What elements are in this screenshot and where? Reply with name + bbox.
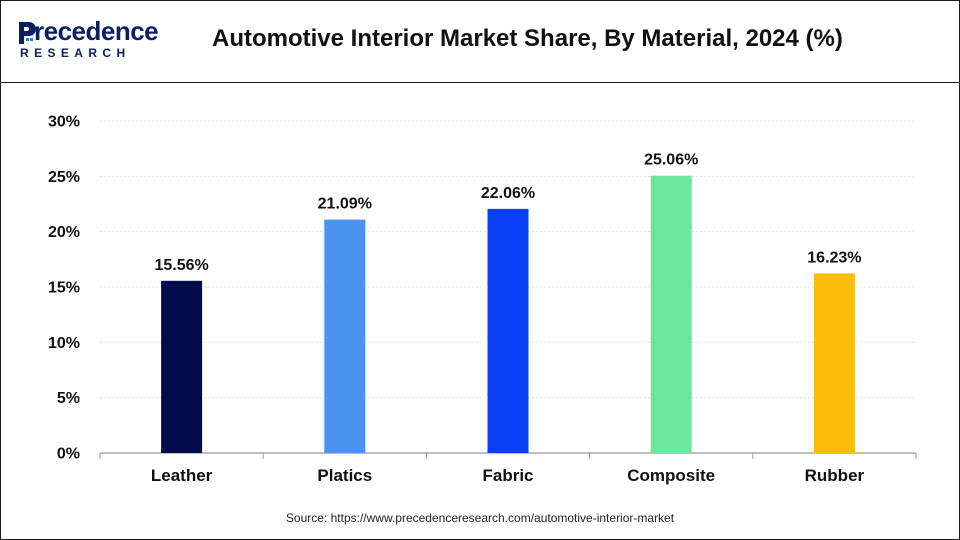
y-tick-label: 0% [57,446,80,463]
source-note: Source: https://www.precedenceresearch.c… [285,511,675,525]
bar-platics [324,219,366,453]
bar-composite [650,175,692,453]
bar-leather [161,280,203,453]
logo-p-icon [19,22,36,44]
chart-title: Automotive Interior Market Share, By Mat… [212,25,843,52]
bar-fabric [487,208,529,453]
y-tick-label: 10% [48,335,80,352]
y-axis-ticks: 0% 5% 10% 15% 20% 25% 30% [48,114,80,463]
x-tick-label: Composite [627,466,715,485]
y-tick-label: 25% [48,169,80,186]
y-tick-label: 30% [48,114,80,131]
x-tick-label: Fabric [482,466,533,485]
value-label: 22.06% [481,185,535,202]
header: recedence RESEARCH Automotive Interior M… [0,0,960,83]
y-tick-label: 5% [57,390,80,407]
y-tick-label: 15% [48,280,80,297]
logo-wordmark: recedence [34,16,159,46]
value-labels-layer: 15.56% 21.09% 22.06% 25.06% 16.23% [154,152,861,274]
precedence-research-logo: recedence RESEARCH [18,18,168,62]
x-tick-label: Platics [317,466,372,485]
y-tick-label: 20% [48,224,80,241]
bar-chart: 0% 5% 10% 15% 20% 25% 30% 15.56% 21.09% 22.06% 25… [48,114,917,485]
value-label: 21.09% [318,196,372,213]
bars-layer [161,175,855,453]
x-tick-label: Rubber [805,466,865,485]
x-tick-label: Leather [151,466,213,485]
logo-subtitle: RESEARCH [20,46,131,60]
x-axis-ticks: Leather Platics Fabric Composite Rubber [99,453,917,485]
value-label: 25.06% [644,152,698,169]
value-label: 15.56% [154,257,208,274]
value-label: 16.23% [807,249,861,266]
bar-rubber [813,273,855,453]
